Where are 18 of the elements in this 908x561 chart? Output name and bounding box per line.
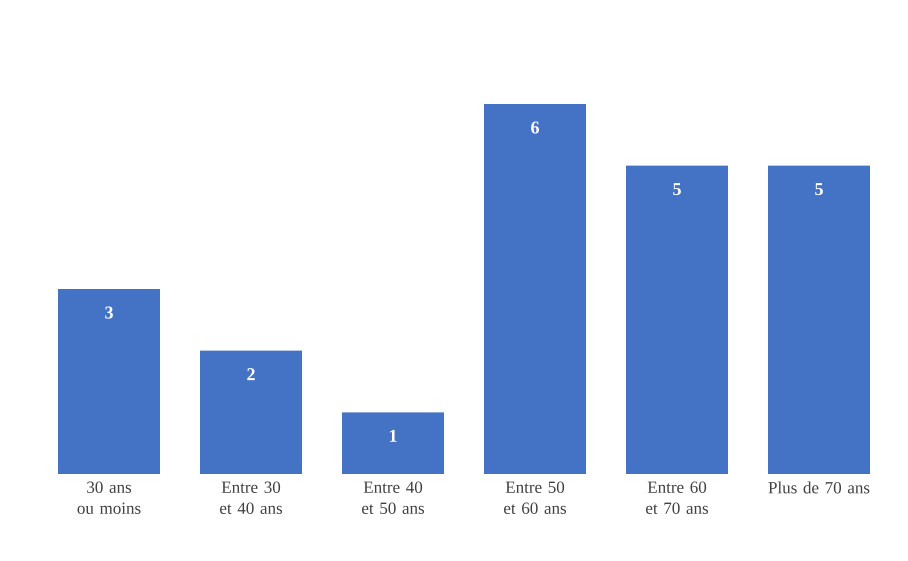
bar [58,288,160,474]
x-tick-label: Entre 50 et 60 ans [504,482,566,514]
x-tick-label: Entre 40 et 50 ans [362,482,424,514]
bar [484,104,586,474]
bar [200,350,302,474]
x-tick-label: 30 ans ou moins [78,482,141,514]
data-label: 5 [815,183,823,196]
x-tick-label: Entre 60 et 70 ans [646,482,708,514]
bar [768,166,870,474]
data-label: 2 [247,368,255,380]
data-label: 6 [531,122,539,134]
bar [626,166,728,474]
data-label: 5 [673,183,681,196]
data-label: 1 [390,430,397,442]
x-tick-label: Entre 30 et 40 ans [220,482,282,514]
bar [342,412,444,474]
data-label: 3 [105,306,113,319]
x-tick-label: Plus de 70 ans [768,482,870,494]
